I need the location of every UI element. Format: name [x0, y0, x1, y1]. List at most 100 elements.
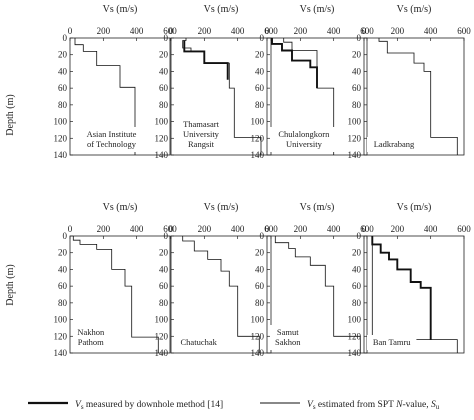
- y-tick-label: 20: [255, 248, 265, 258]
- y-tick-label: 40: [58, 264, 68, 274]
- y-axis-label-bottom: Depth (m): [5, 264, 16, 305]
- y-tick-label: 80: [58, 298, 68, 308]
- y-tick-label: 60: [159, 281, 169, 291]
- estimated-profile-line: [274, 236, 361, 353]
- x-tick-label: 200: [97, 26, 111, 36]
- estimated-profile-line: [72, 236, 159, 353]
- x-tick-label: 600: [360, 26, 374, 36]
- y-tick-label: 60: [58, 83, 68, 93]
- y-tick-label: 140: [54, 348, 68, 358]
- y-tick-label: 0: [63, 231, 68, 241]
- estimated-profile-line: [74, 38, 136, 155]
- x-tick-label: 400: [327, 224, 341, 234]
- x-tick-label: 200: [198, 26, 212, 36]
- site-label-box: [174, 335, 224, 350]
- site-label: Asian Institute: [87, 129, 137, 139]
- x-tick-label: 400: [130, 224, 144, 234]
- site-label: Samut: [277, 327, 299, 337]
- y-tick-label: 100: [54, 117, 68, 127]
- y-tick-label: 60: [159, 83, 169, 93]
- x-axis-title: Vs (m/s): [300, 4, 335, 15]
- x-tick-label: 0: [169, 26, 174, 36]
- x-tick-label: 0: [68, 224, 73, 234]
- y-tick-label: 100: [54, 315, 68, 325]
- measured-profile-line: [271, 38, 318, 89]
- measured-profile-line: [183, 40, 229, 80]
- y-tick-label: 40: [159, 66, 169, 76]
- x-axis-title: Vs (m/s): [397, 202, 432, 213]
- site-label: Ladkrabang: [374, 139, 415, 149]
- estimated-profile-line: [378, 38, 458, 155]
- y-tick-label: 60: [58, 281, 68, 291]
- panel-4: Vs (m/s)0 200 400 600020406080100120140Ladk…: [348, 4, 472, 160]
- y-tick-label: 120: [348, 331, 362, 341]
- y-tick-label: 120: [155, 133, 169, 143]
- y-tick-label: 40: [352, 66, 362, 76]
- site-label: Ban Tamru: [373, 337, 411, 347]
- x-tick-label: 0: [265, 26, 270, 36]
- plot-frame: [69, 235, 171, 354]
- plot-frame: [363, 235, 465, 354]
- y-tick-label: 80: [352, 100, 362, 110]
- x-tick-label: 400: [424, 224, 438, 234]
- site-label: University: [286, 139, 323, 149]
- y-tick-label: 40: [159, 264, 169, 274]
- x-axis-title: Vs (m/s): [103, 202, 138, 213]
- estimated-profile-line: [182, 236, 260, 353]
- panel-2: Vs (m/s)0 200 400 600020406080100120140Tham…: [155, 4, 279, 160]
- y-tick-label: 20: [58, 50, 68, 60]
- site-label-box: [73, 325, 109, 350]
- site-label: Chatuchak: [181, 337, 218, 347]
- site-label: Nakhon: [77, 327, 105, 337]
- site-label: Chulalongkorn: [278, 129, 330, 139]
- panel-5: Vs (m/s)0 200 400 600020406080100120140Nakh…: [54, 202, 178, 358]
- x-tick-label: 400: [231, 26, 245, 36]
- plot-frame: [266, 235, 368, 354]
- y-tick-label: 20: [159, 50, 169, 60]
- y-tick-label: 100: [155, 315, 169, 325]
- y-tick-label: 120: [251, 331, 265, 341]
- x-tick-label: 600: [457, 224, 471, 234]
- site-label: Thamasart: [183, 119, 220, 129]
- y-tick-label: 0: [260, 33, 265, 43]
- site-label-box: [174, 117, 228, 152]
- plot-frame: [363, 37, 465, 156]
- x-tick-label: 0: [265, 224, 270, 234]
- y-tick-label: 60: [352, 281, 362, 291]
- y-tick-label: 20: [352, 248, 362, 258]
- y-tick-label: 80: [255, 100, 265, 110]
- y-tick-label: 120: [251, 133, 265, 143]
- x-tick-label: 600: [163, 26, 177, 36]
- site-label: University: [183, 129, 220, 139]
- x-tick-label: 600: [360, 224, 374, 234]
- site-label-box: [367, 335, 417, 350]
- plot-frame: [170, 235, 272, 354]
- y-tick-label: 0: [260, 231, 265, 241]
- y-tick-label: 0: [357, 231, 362, 241]
- panel-7: Vs (m/s)0 200 400 600020406080100120140Samu…: [251, 202, 375, 358]
- y-tick-label: 140: [348, 150, 362, 160]
- y-tick-label: 40: [255, 264, 265, 274]
- y-tick-label: 80: [159, 100, 169, 110]
- y-tick-label: 40: [255, 66, 265, 76]
- y-tick-label: 0: [164, 33, 169, 43]
- plot-frame: [69, 37, 171, 156]
- y-tick-label: 120: [155, 331, 169, 341]
- y-tick-label: 0: [63, 33, 68, 43]
- panel-6: Vs (m/s)0 200 400 600020406080100120140Chat…: [155, 202, 279, 358]
- x-tick-label: 0: [362, 26, 367, 36]
- y-tick-label: 20: [352, 50, 362, 60]
- x-tick-label: 0: [169, 224, 174, 234]
- y-tick-label: 100: [155, 117, 169, 127]
- y-tick-label: 140: [54, 150, 68, 160]
- y-tick-label: 120: [54, 331, 68, 341]
- x-tick-label: 600: [457, 26, 471, 36]
- x-tick-label: 200: [294, 224, 308, 234]
- legend-measured-label: Vs measured by downhole method [14]: [75, 400, 223, 411]
- y-tick-label: 40: [352, 264, 362, 274]
- y-tick-label: 100: [251, 315, 265, 325]
- y-tick-label: 140: [155, 348, 169, 358]
- x-tick-label: 200: [97, 224, 111, 234]
- plot-frame: [170, 37, 272, 156]
